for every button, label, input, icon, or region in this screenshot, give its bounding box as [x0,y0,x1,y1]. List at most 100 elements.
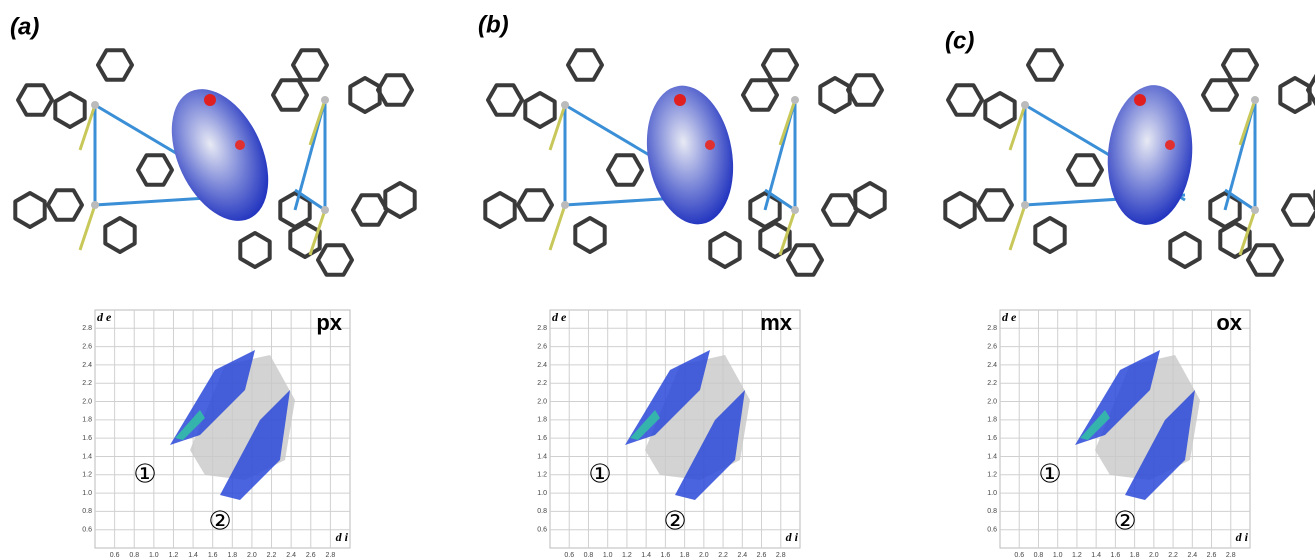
y-tick-label: 1.0 [987,490,997,497]
y-tick-label: 0.8 [987,508,997,515]
metal [1021,101,1029,109]
blue-cloud [675,390,745,500]
ring [316,243,354,277]
ring [348,76,382,114]
y-tick-label: 2.4 [82,362,92,369]
x-tick-label: 1.6 [661,552,671,559]
y-tick-label: 1.0 [82,490,92,497]
x-tick-label: 1.6 [1111,552,1121,559]
y-tick-label: 1.4 [82,453,92,460]
y-tick-label: 0.6 [537,527,547,534]
y-tick-label: 2.2 [82,380,92,387]
metal [321,206,329,214]
x-tick-label: 2.0 [1149,552,1159,559]
x-tick-label: 1.4 [1091,552,1101,559]
ring [943,191,977,229]
y-tick-label: 2.8 [987,325,997,332]
x-axis-label: d i [786,530,799,544]
y-axis-label: d e [1002,310,1017,324]
ring [238,231,272,269]
ring [606,153,644,187]
metal [1251,206,1259,214]
x-tick-label: 2.2 [267,552,277,559]
ring [486,83,524,117]
y-tick-label: 2.0 [987,398,997,405]
ring [16,83,54,117]
y-tick-label: 1.8 [537,417,547,424]
ring [1026,48,1064,82]
ligand [778,99,797,146]
ligand [1238,99,1257,146]
ring [46,188,84,222]
y-tick-label: 2.6 [537,343,547,350]
ligand [548,204,567,251]
y-tick-label: 2.0 [537,398,547,405]
ligand [308,209,327,256]
ring [573,216,607,254]
y-tick-label: 2.8 [537,325,547,332]
region-marker: ① [1038,460,1061,490]
x-tick-label: 1.6 [208,552,218,559]
ring [1066,153,1104,187]
hirshfeld-surface [646,85,734,225]
ring [351,193,389,227]
y-tick-label: 1.6 [987,435,997,442]
x-tick-label: 2.8 [326,552,336,559]
metal [791,96,799,104]
ring [1201,78,1239,112]
bond [1224,188,1256,212]
x-tick-label: 1.2 [622,552,632,559]
ring [708,231,742,269]
x-tick-label: 2.6 [306,552,316,559]
x-tick-label: 2.4 [286,552,296,559]
ring [821,193,859,227]
plot-tag: px [316,310,342,335]
metal [1021,201,1029,209]
ligand [1238,209,1257,256]
hotspot [674,94,686,106]
green-core [175,410,205,440]
y-tick-label: 2.8 [82,325,92,332]
hotspot [1134,94,1146,106]
ligand [1008,204,1027,251]
x-tick-label: 2.8 [776,552,786,559]
ring [96,48,134,82]
ring [13,191,47,229]
region-marker: ② [663,507,686,537]
x-tick-label: 1.4 [641,552,651,559]
metal [1251,96,1259,104]
hotspot [1165,140,1175,150]
x-tick-label: 2.2 [1168,552,1178,559]
ring [566,48,604,82]
y-tick-label: 1.4 [987,453,997,460]
ligand [548,104,567,151]
ring [291,48,329,82]
x-tick-label: 1.8 [680,552,690,559]
y-tick-label: 1.6 [537,435,547,442]
ring [523,91,557,129]
y-tick-label: 2.6 [987,343,997,350]
blue-cloud [220,390,290,500]
ring [1246,243,1284,277]
x-tick-label: 1.2 [1072,552,1082,559]
ring [288,221,322,259]
blue-cloud [1125,390,1195,500]
ring [271,78,309,112]
y-tick-label: 1.8 [82,417,92,424]
y-tick-label: 1.0 [537,490,547,497]
plot-tag: mx [760,310,793,335]
hirshfeld-surface [171,89,269,221]
molecule [13,48,417,277]
hirshfeld-surface [1107,85,1193,225]
y-tick-label: 0.8 [82,508,92,515]
x-tick-label: 2.4 [1187,552,1197,559]
ring [983,91,1017,129]
ring [976,188,1014,222]
x-tick-label: 0.6 [1014,552,1024,559]
x-tick-label: 1.0 [1053,552,1063,559]
y-tick-label: 2.4 [987,362,997,369]
region-marker: ① [133,460,156,490]
x-tick-label: 2.0 [247,552,257,559]
y-tick-label: 2.2 [987,380,997,387]
ligand [778,209,797,256]
